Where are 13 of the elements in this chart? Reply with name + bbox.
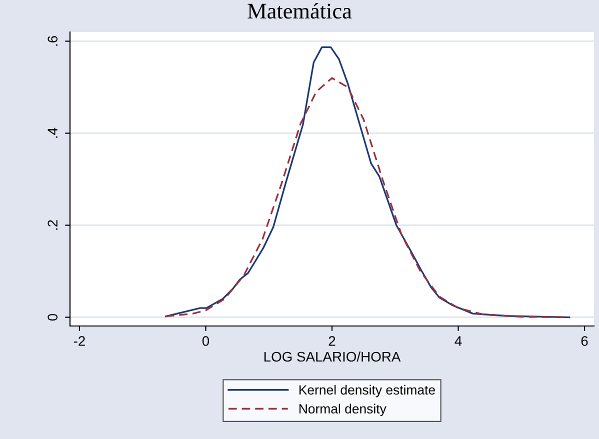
y-tick-label: 0 — [48, 314, 58, 321]
x-axis-title: LOG SALARIO/HORA — [264, 351, 401, 362]
x-tick-label: 4 — [454, 336, 462, 346]
y-tick-label: .2 — [48, 220, 58, 230]
legend-label: Kernel density estimate — [299, 384, 435, 398]
x-tick-label: 2 — [328, 336, 336, 346]
x-tick-label: 0 — [202, 336, 210, 346]
x-tick-label: 6 — [581, 336, 588, 346]
x-tick-label: -2 — [74, 336, 85, 346]
y-tick-label: .6 — [48, 36, 58, 46]
y-tick-label: .4 — [48, 128, 58, 138]
legend-label: Normal density — [299, 404, 386, 416]
chart-title: Matemática — [248, 2, 352, 19]
